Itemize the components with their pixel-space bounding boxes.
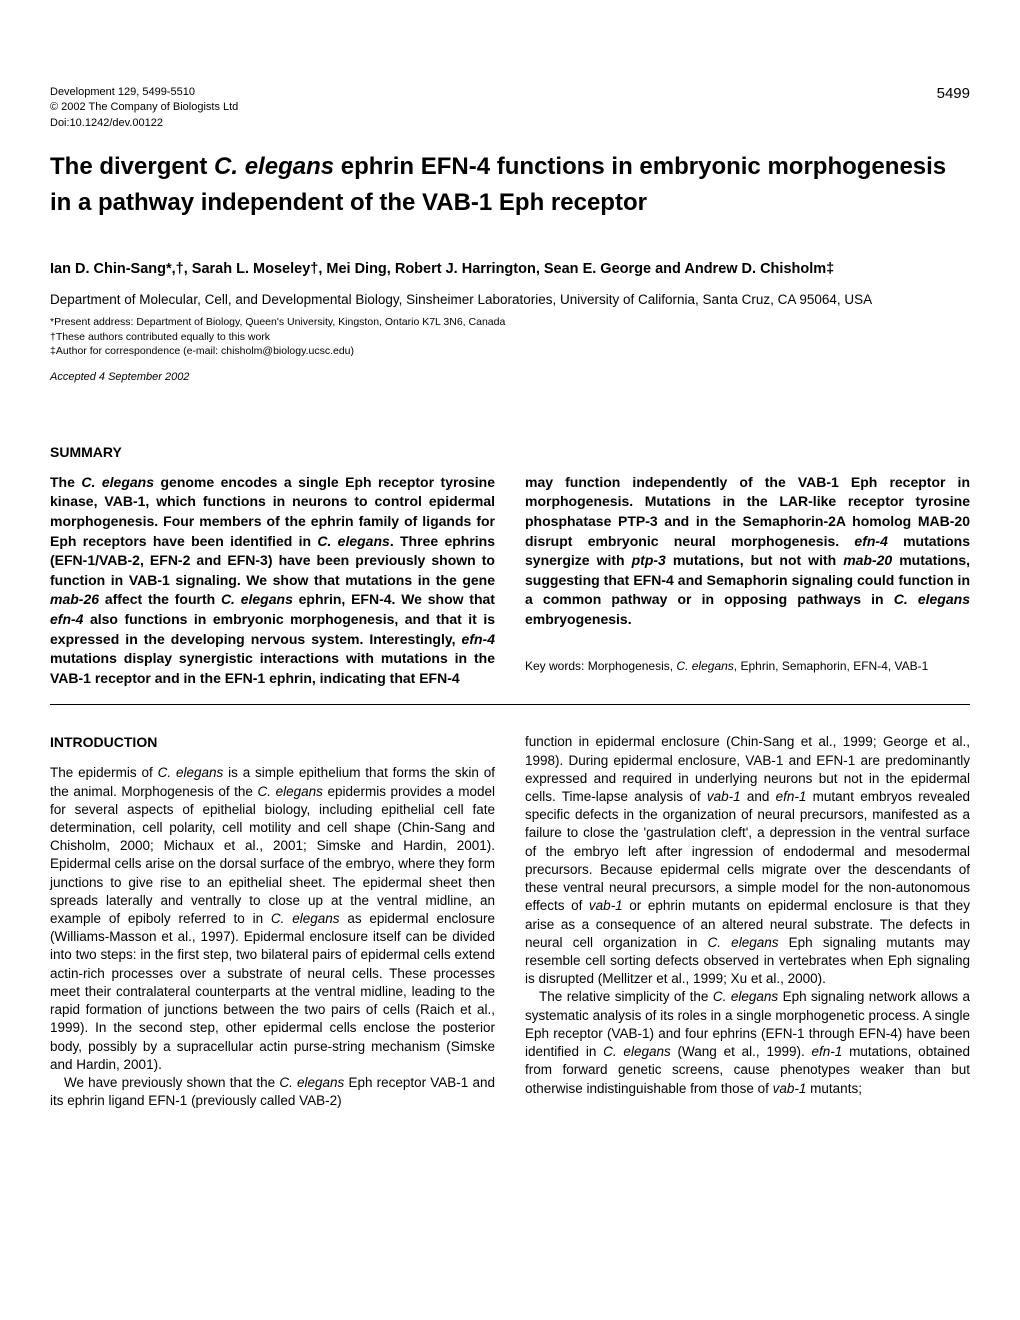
- author-footnotes: *Present address: Department of Biology,…: [50, 315, 970, 359]
- copyright-line: © 2002 The Company of Biologists Ltd: [50, 100, 238, 115]
- page-number: 5499: [937, 85, 970, 149]
- summary-left-column: The C. elegans genome encodes a single E…: [50, 473, 495, 689]
- footnote-equal-contribution: †These authors contributed equally to th…: [50, 330, 970, 345]
- footnote-present-address: *Present address: Department of Biology,…: [50, 315, 970, 330]
- summary-right-column: may function independently of the VAB-1 …: [525, 473, 970, 689]
- keywords: Key words: Morphogenesis, C. elegans, Ep…: [525, 658, 970, 675]
- summary-header: SUMMARY: [50, 444, 970, 461]
- accepted-date: Accepted 4 September 2002: [50, 371, 970, 384]
- introduction-body: INTRODUCTION The epidermis of C. elegans…: [50, 733, 970, 1110]
- intro-right-column: function in epidermal enclosure (Chin-Sa…: [525, 733, 970, 1110]
- intro-left-column: INTRODUCTION The epidermis of C. elegans…: [50, 733, 495, 1110]
- header-row: Development 129, 5499-5510 © 2002 The Co…: [50, 85, 970, 149]
- authors: Ian D. Chin-Sang*,†, Sarah L. Moseley†, …: [50, 259, 970, 281]
- journal-meta: Development 129, 5499-5510 © 2002 The Co…: [50, 85, 238, 131]
- summary-body: The C. elegans genome encodes a single E…: [50, 473, 970, 689]
- intro-paragraph: The epidermis of C. elegans is a simple …: [50, 764, 495, 1074]
- article-title: The divergent C. elegans ephrin EFN-4 fu…: [50, 149, 970, 221]
- intro-paragraph: function in epidermal enclosure (Chin-Sa…: [525, 733, 970, 988]
- section-divider: [50, 704, 970, 705]
- journal-line: Development 129, 5499-5510: [50, 85, 238, 100]
- footnote-correspondence: ‡Author for correspondence (e-mail: chis…: [50, 344, 970, 359]
- intro-paragraph: The relative simplicity of the C. elegan…: [525, 988, 970, 1097]
- introduction-header: INTRODUCTION: [50, 733, 495, 752]
- affiliation: Department of Molecular, Cell, and Devel…: [50, 291, 970, 310]
- doi-line: Doi:10.1242/dev.00122: [50, 116, 238, 131]
- intro-paragraph: We have previously shown that the C. ele…: [50, 1074, 495, 1110]
